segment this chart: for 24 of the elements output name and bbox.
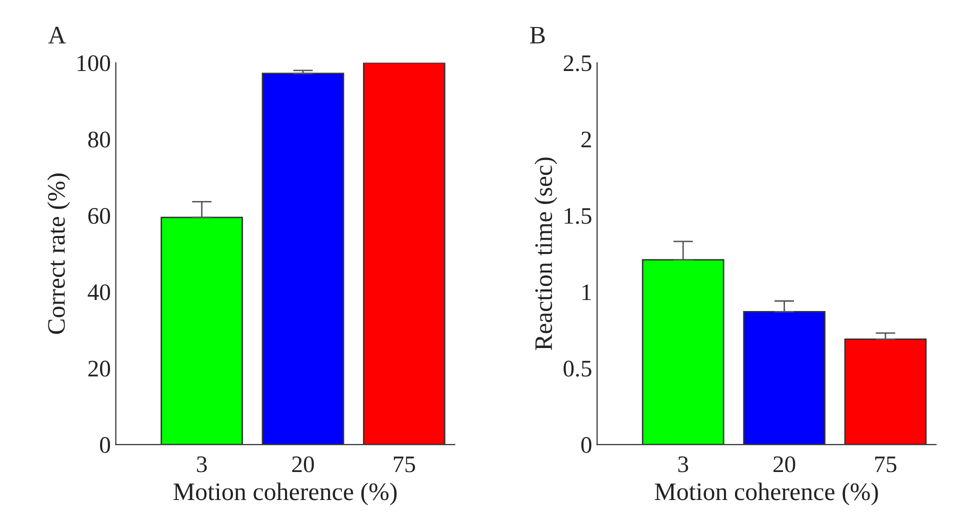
y-tick-label: 80 xyxy=(88,132,110,148)
y-tick-label: 0 xyxy=(100,437,110,453)
y-axis-title: Correct rate (%) xyxy=(47,174,70,334)
y-tick-label: 100 xyxy=(78,55,110,72)
y-tick-label: 0.5 xyxy=(564,360,592,377)
y-tick-label: 1.5 xyxy=(564,208,592,224)
y-axis-title: Reaction time (sec) xyxy=(534,158,558,350)
x-tick-label: 75 xyxy=(394,456,416,472)
y-tick-label: 2 xyxy=(581,132,591,148)
y-tick-label: 60 xyxy=(88,208,110,224)
chart-title: B xyxy=(530,26,545,44)
x-tick-label: 3 xyxy=(678,456,688,472)
y-tick-label: 40 xyxy=(88,284,110,300)
x-tick-label: 20 xyxy=(292,456,314,472)
x-axis-title: Motion coherence (%) xyxy=(174,482,397,506)
y-tick-label: 2.5 xyxy=(564,55,592,72)
y-tick-label: 0 xyxy=(581,437,592,453)
x-tick-label: 20 xyxy=(774,456,796,472)
x-axis-title: Motion coherence (%) xyxy=(654,482,878,506)
x-tick-label: 75 xyxy=(875,456,896,472)
x-tick-label: 3 xyxy=(197,456,207,472)
y-tick-label: 20 xyxy=(88,360,110,377)
chart-title: A xyxy=(48,26,66,44)
y-tick-label: 1 xyxy=(582,284,591,300)
